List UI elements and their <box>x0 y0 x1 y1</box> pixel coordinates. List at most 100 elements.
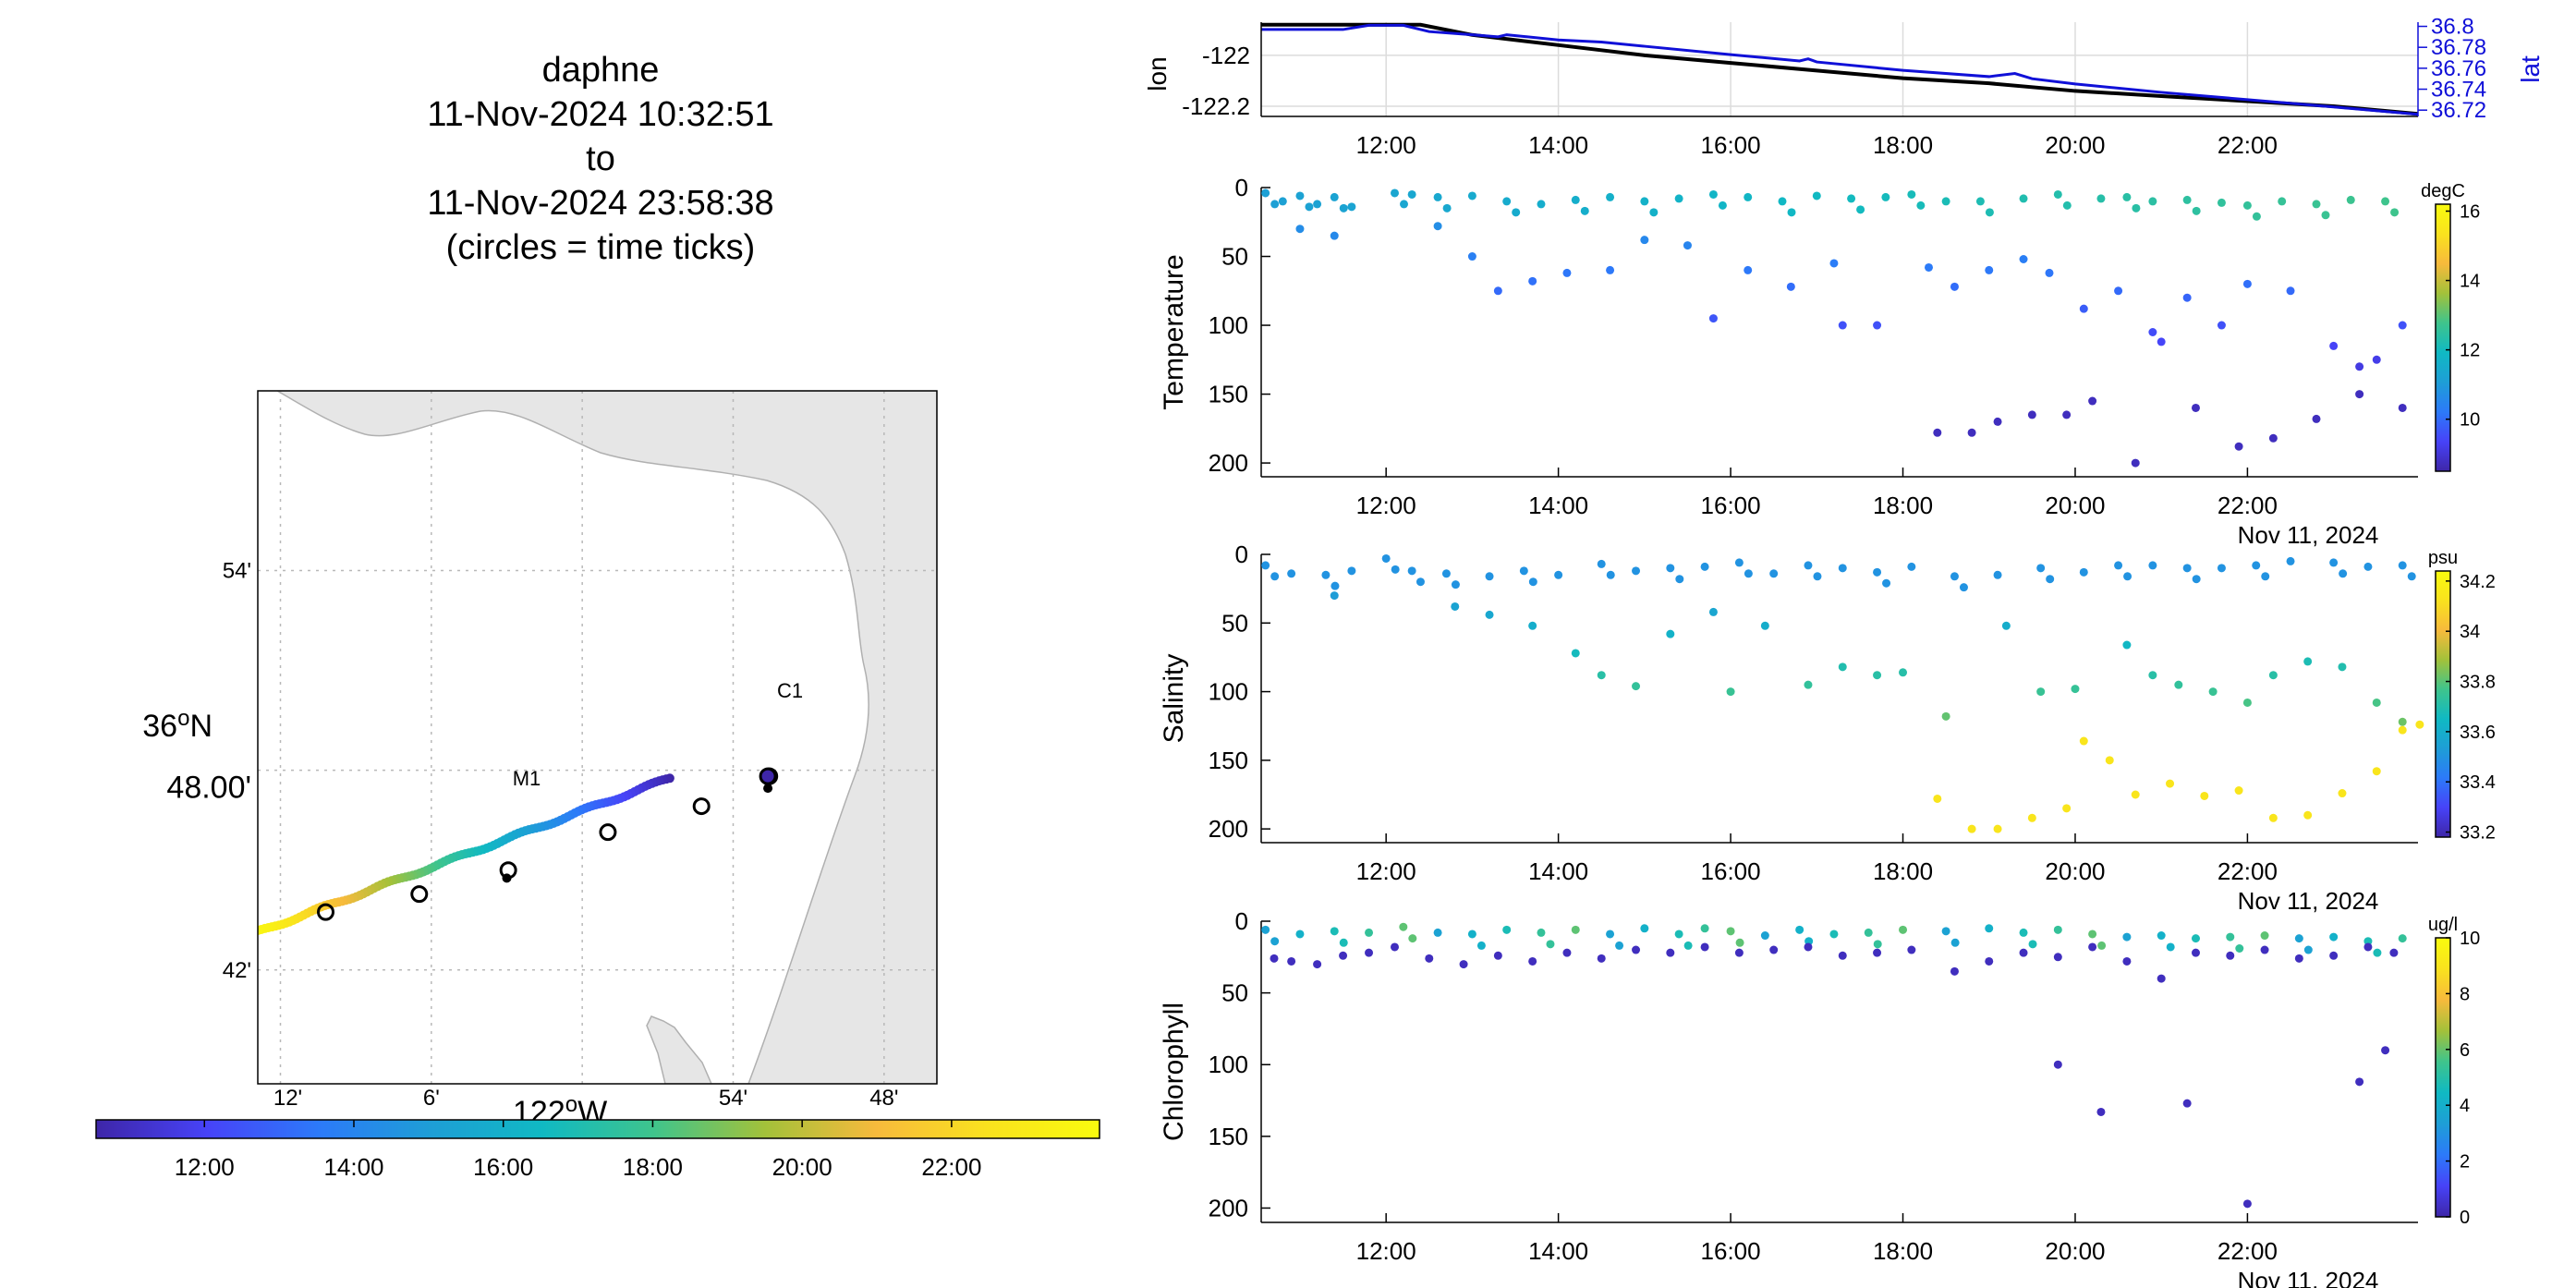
chlorophyll-date-label: Nov 11, 2024 <box>2238 1267 2379 1288</box>
temperature-y-tick-label: 50 <box>1221 243 1248 271</box>
map-lon-tick-label: 12' <box>273 1086 302 1111</box>
temperature-point <box>1580 206 1589 215</box>
salinity-point <box>1632 682 1641 691</box>
chlorophyll-point <box>1537 928 1546 937</box>
temperature-point <box>1407 189 1416 199</box>
temperature-x-tick-label: 20:00 <box>2045 492 2105 519</box>
coastline-land <box>258 391 937 1084</box>
salinity-colorbar-unit: psu <box>2428 548 2458 568</box>
chlorophyll-point <box>1546 940 1555 949</box>
salinity-point <box>2192 575 2201 584</box>
chlorophyll-point <box>2191 934 2200 943</box>
chlorophyll-y-tick-label: 0 <box>1235 907 1248 935</box>
chlorophyll-colorbar-tick-label: 8 <box>2460 984 2470 1004</box>
temperature-point <box>2381 197 2390 206</box>
map-lat-tick-label: 48.00' <box>166 771 251 806</box>
chlorophyll-point <box>2294 954 2303 963</box>
chlorophyll-point <box>1838 951 1847 960</box>
chlorophyll-point <box>2053 1060 2062 1069</box>
salinity-point <box>1873 671 1882 680</box>
map-stations: C1 M1 <box>513 679 803 790</box>
salinity-point <box>2148 561 2157 570</box>
chlorophyll-point <box>1476 941 1486 950</box>
temperature-point <box>1305 202 1314 212</box>
chlorophyll-point <box>2260 945 2269 954</box>
chlorophyll-point <box>1330 927 1339 936</box>
chlorophyll-point <box>1339 938 1348 947</box>
time-tick-circle <box>410 885 429 904</box>
chlorophyll-point <box>2226 932 2235 942</box>
chlorophyll-point <box>1606 930 1615 939</box>
salinity-colorbar-tick-label: 34 <box>2460 622 2480 642</box>
temperature-point <box>1313 200 1322 209</box>
chlorophyll-point <box>1795 925 1804 934</box>
salinity-point <box>1769 569 1779 578</box>
temperature-point <box>1975 197 1985 206</box>
salinity-point <box>1666 629 1675 638</box>
lon-axis-label: lon <box>1143 56 1172 91</box>
temperature-point <box>1873 321 1882 330</box>
temperature-point <box>2114 286 2123 296</box>
time-colorbar-tick-label: 14:00 <box>323 1153 383 1181</box>
salinity-x-tick-label: 16:00 <box>1701 857 1761 885</box>
salinity-point <box>1907 562 1916 571</box>
chlorophyll-point <box>2363 937 2373 946</box>
temperature-point <box>1674 194 1683 203</box>
salinity-point <box>1959 583 1968 592</box>
temperature-point <box>1856 205 1865 214</box>
temperature-point <box>2131 458 2140 468</box>
chlorophyll-point <box>2381 1046 2390 1055</box>
temperature-point <box>1847 194 1856 203</box>
salinity-point <box>1804 561 1813 570</box>
salinity-point <box>1838 564 1847 573</box>
temperature-point <box>1683 241 1692 250</box>
temperature-point <box>2062 410 2072 419</box>
chlorophyll-point <box>1390 942 1399 952</box>
temperature-point <box>2148 328 2157 336</box>
track-point <box>243 930 252 940</box>
chlorophyll-colorbar-unit: ug/l <box>2428 915 2458 935</box>
chlorophyll-point <box>1459 960 1468 969</box>
salinity-point <box>2200 791 2209 800</box>
chlorophyll-point <box>1950 966 1959 976</box>
temperature-point <box>1512 208 1521 217</box>
chlorophyll-point <box>2398 934 2407 943</box>
temperature-point <box>1985 265 1994 274</box>
temperature-point <box>2242 200 2252 210</box>
salinity-point <box>2398 725 2407 735</box>
salinity-point <box>1744 569 1753 578</box>
salinity-point <box>2114 561 2123 570</box>
temperature-point <box>1278 197 1287 206</box>
chlorophyll-point <box>1907 945 1916 954</box>
lonlat-x-tick-label: 16:00 <box>1701 131 1761 159</box>
chlorophyll-x-tick-label: 16:00 <box>1701 1237 1761 1265</box>
salinity-point <box>1571 649 1580 658</box>
salinity-point <box>2166 779 2175 788</box>
salinity-point <box>1416 577 1425 587</box>
chlorophyll-colorbar-tick-label: 6 <box>2460 1040 2470 1061</box>
salinity-point <box>2372 698 2381 707</box>
salinity-point <box>2398 717 2407 726</box>
chlorophyll-point <box>2019 948 2028 957</box>
temperature-point <box>1838 321 1847 330</box>
temperature-point <box>2217 198 2226 207</box>
salinity-point <box>1519 566 1528 576</box>
temperature-point <box>1941 197 1950 206</box>
lon-tick-label: -122 <box>1202 42 1250 69</box>
temperature-point <box>1744 265 1753 274</box>
title-line-platform: daphne <box>541 51 660 90</box>
time-tick-circle <box>599 823 617 842</box>
temperature-point <box>1649 208 1659 217</box>
temperature-y-tick-label: 100 <box>1209 311 1248 339</box>
temperature-point <box>2088 396 2097 406</box>
lon-tick-label: -122.2 <box>1182 92 1250 120</box>
salinity-point <box>2122 640 2132 650</box>
temperature-point <box>2182 195 2192 204</box>
salinity-point <box>2001 621 2011 630</box>
temperature-point <box>2122 192 2132 201</box>
temperature-point <box>2355 390 2364 399</box>
map-lat-tick-label: 54' <box>223 559 251 584</box>
salinity-point <box>2415 720 2424 729</box>
salinity-point <box>1993 824 2002 833</box>
